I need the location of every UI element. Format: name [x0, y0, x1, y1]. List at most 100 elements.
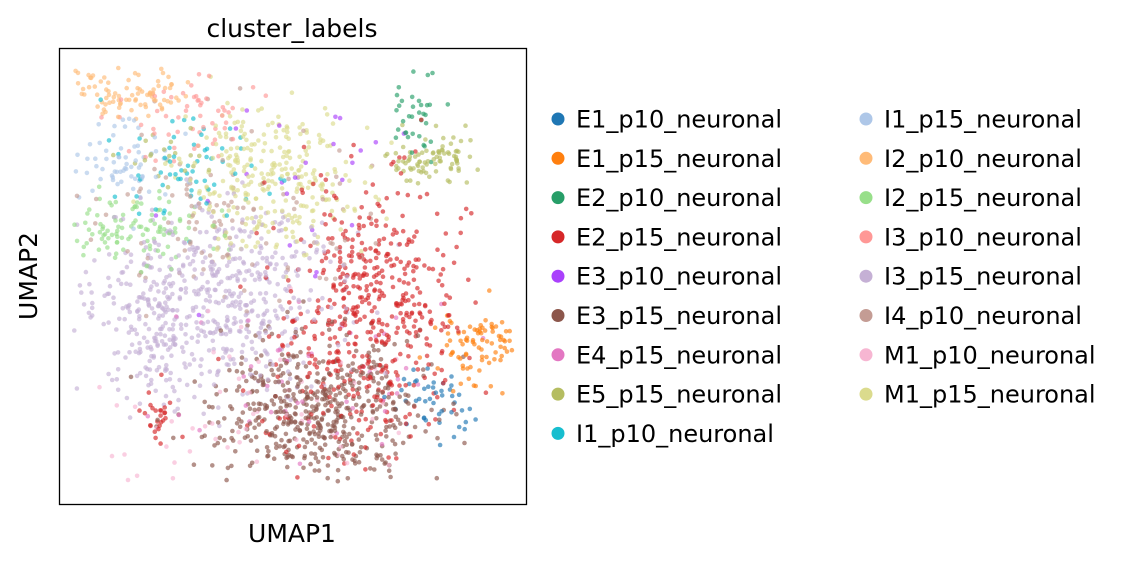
scatter-point-m1-p10-neuronal — [132, 404, 138, 410]
scatter-point-m1-p10-neuronal — [217, 389, 223, 395]
scatter-point-e2-p15-neuronal — [262, 180, 267, 185]
scatter-point-i3-p15-neuronal — [172, 317, 177, 322]
scatter-point-i1-p10-neuronal — [173, 172, 178, 177]
scatter-point-e3-p15-neuronal — [322, 442, 328, 448]
scatter-point-i3-p15-neuronal — [74, 386, 80, 391]
scatter-point-e2-p15-neuronal — [356, 417, 362, 423]
scatter-point-e2-p15-neuronal — [376, 320, 382, 325]
scatter-point-m1-p15-neuronal — [277, 145, 283, 150]
legend-label: I3_p10_neuronal — [884, 223, 1082, 251]
scatter-point-e3-p15-neuronal — [343, 388, 348, 394]
scatter-point-e3-p15-neuronal — [351, 367, 356, 373]
scatter-point-e3-p15-neuronal — [400, 440, 406, 446]
scatter-point-i3-p15-neuronal — [170, 322, 176, 328]
scatter-point-m1-p15-neuronal — [248, 148, 254, 153]
scatter-point-m1-p10-neuronal — [109, 453, 115, 459]
scatter-point-e3-p15-neuronal — [214, 392, 219, 397]
scatter-point-m1-p15-neuronal — [283, 226, 289, 232]
scatter-point-e2-p15-neuronal — [422, 375, 428, 381]
scatter-point-e1-p15-neuronal — [484, 339, 490, 344]
scatter-point-e2-p15-neuronal — [445, 324, 451, 330]
scatter-point-i3-p15-neuronal — [328, 305, 334, 311]
scatter-point-e2-p15-neuronal — [384, 332, 390, 338]
scatter-point-e3-p15-neuronal — [349, 414, 354, 420]
scatter-point-e1-p10-neuronal — [449, 383, 454, 388]
scatter-point-i3-p15-neuronal — [264, 308, 270, 314]
scatter-point-m1-p15-neuronal — [217, 193, 222, 199]
scatter-point-i3-p15-neuronal — [128, 259, 134, 265]
scatter-point-e2-p15-neuronal — [414, 265, 419, 270]
scatter-point-i3-p15-neuronal — [233, 273, 239, 278]
scatter-point-i2-p15-neuronal — [113, 218, 118, 223]
scatter-point-e3-p15-neuronal — [245, 323, 250, 328]
scatter-point-i3-p15-neuronal — [154, 368, 160, 373]
scatter-point-i2-p10-neuronal — [129, 92, 135, 98]
scatter-point-i2-p15-neuronal — [116, 224, 121, 230]
scatter-point-m1-p15-neuronal — [310, 195, 315, 200]
scatter-point-m1-p15-neuronal — [299, 174, 305, 179]
scatter-point-i1-p10-neuronal — [134, 194, 139, 199]
scatter-point-e5-p15-neuronal — [167, 153, 172, 159]
scatter-point-i1-p15-neuronal — [112, 123, 117, 129]
scatter-point-e3-p15-neuronal — [356, 459, 362, 465]
scatter-point-i3-p15-neuronal — [251, 220, 257, 225]
scatter-point-m1-p15-neuronal — [343, 159, 349, 165]
scatter-point-e3-p15-neuronal — [412, 424, 418, 430]
scatter-point-i3-p15-neuronal — [214, 372, 220, 378]
scatter-point-e3-p15-neuronal — [326, 408, 332, 413]
scatter-point-e2-p15-neuronal — [349, 259, 354, 264]
legend-label: I2_p10_neuronal — [884, 145, 1082, 173]
scatter-point-i3-p15-neuronal — [165, 347, 171, 353]
scatter-point-i3-p15-neuronal — [314, 250, 319, 255]
scatter-point-i4-p10-neuronal — [337, 181, 343, 186]
scatter-point-e3-p15-neuronal — [271, 402, 277, 407]
scatter-point-e3-p15-neuronal — [228, 404, 233, 409]
scatter-point-e5-p15-neuronal — [445, 150, 451, 155]
scatter-point-e2-p15-neuronal — [383, 223, 389, 228]
scatter-point-e2-p15-neuronal — [416, 301, 422, 307]
scatter-point-e5-p15-neuronal — [433, 169, 439, 174]
scatter-point-e2-p15-neuronal — [336, 358, 341, 364]
scatter-point-e3-p15-neuronal — [368, 466, 373, 471]
scatter-point-e3-p15-neuronal — [297, 428, 303, 433]
scatter-point-i3-p15-neuronal — [190, 258, 196, 264]
scatter-point-i4-p10-neuronal — [190, 213, 196, 218]
scatter-point-e2-p15-neuronal — [323, 222, 328, 227]
scatter-point-e2-p15-neuronal — [313, 357, 318, 362]
scatter-point-e3-p15-neuronal — [454, 411, 459, 417]
scatter-point-m1-p15-neuronal — [290, 220, 296, 225]
legend-item-i4-p10-neuronal: I4_p10_neuronal — [859, 302, 1082, 330]
scatter-point-i3-p15-neuronal — [107, 283, 113, 289]
scatter-point-e3-p15-neuronal — [339, 382, 345, 388]
scatter-point-e3-p15-neuronal — [341, 423, 347, 429]
scatter-point-e2-p15-neuronal — [469, 211, 474, 216]
scatter-point-e2-p15-neuronal — [408, 434, 413, 439]
scatter-point-i1-p10-neuronal — [176, 176, 181, 182]
scatter-point-i1-p15-neuronal — [130, 186, 136, 192]
scatter-point-e3-p15-neuronal — [248, 438, 254, 443]
scatter-point-m1-p15-neuronal — [245, 192, 251, 197]
scatter-point-i3-p15-neuronal — [212, 272, 217, 278]
scatter-point-m1-p10-neuronal — [254, 459, 260, 465]
scatter-point-i3-p15-neuronal — [167, 228, 173, 233]
scatter-point-e3-p15-neuronal — [285, 464, 290, 470]
scatter-point-e2-p15-neuronal — [349, 249, 355, 255]
scatter-point-e3-p15-neuronal — [234, 368, 240, 374]
scatter-point-i3-p15-neuronal — [167, 337, 172, 343]
scatter-point-i4-p10-neuronal — [373, 241, 379, 246]
scatter-point-e3-p15-neuronal — [155, 417, 160, 423]
scatter-point-i3-p15-neuronal — [230, 256, 236, 262]
scatter-point-m1-p15-neuronal — [245, 145, 250, 151]
scatter-point-m1-p15-neuronal — [214, 247, 220, 252]
scatter-point-i4-p10-neuronal — [250, 262, 255, 267]
scatter-point-m1-p10-neuronal — [190, 426, 195, 431]
scatter-point-e3-p15-neuronal — [283, 431, 289, 437]
scatter-point-e3-p10-neuronal — [337, 115, 343, 121]
scatter-point-e2-p15-neuronal — [350, 307, 355, 313]
scatter-point-e1-p15-neuronal — [477, 368, 482, 373]
scatter-point-i3-p15-neuronal — [259, 245, 264, 251]
scatter-point-e3-p15-neuronal — [371, 378, 377, 384]
scatter-point-e1-p15-neuronal — [458, 356, 463, 361]
scatter-point-i3-p15-neuronal — [285, 343, 291, 348]
scatter-point-i3-p15-neuronal — [146, 382, 151, 388]
